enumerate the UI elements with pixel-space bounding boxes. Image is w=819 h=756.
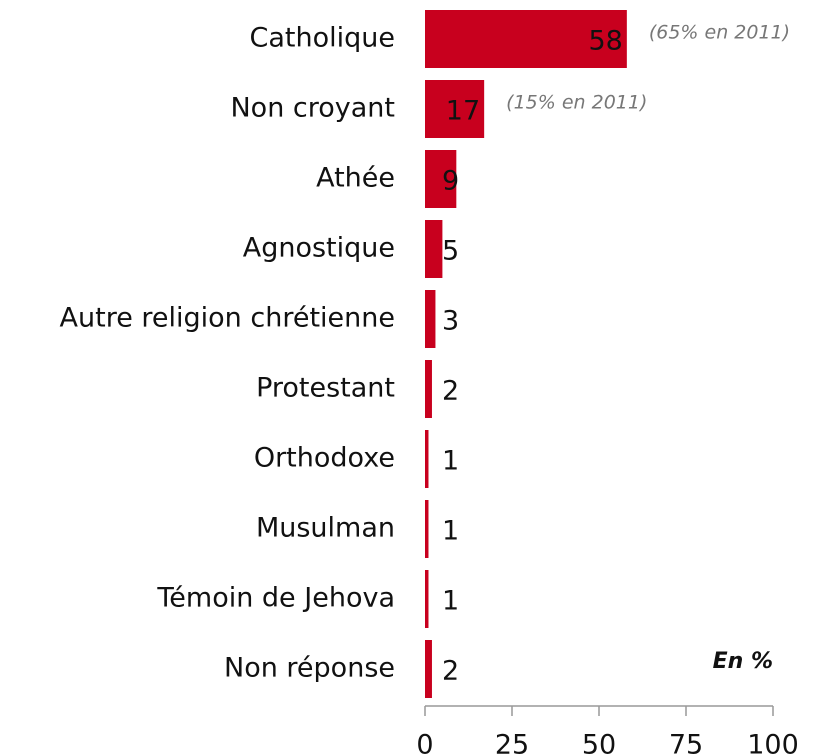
value-label: 1 — [442, 516, 459, 547]
value-label: 5 — [442, 236, 459, 267]
bar — [425, 290, 436, 348]
x-tick-label: 50 — [582, 730, 616, 756]
category-label: Protestant — [256, 373, 395, 404]
unit-note: En % — [713, 649, 773, 674]
value-label: 1 — [442, 586, 459, 617]
value-label: 3 — [442, 306, 459, 337]
bar — [425, 640, 432, 698]
value-label: 17 — [446, 96, 480, 127]
x-tick-label: 25 — [495, 730, 529, 756]
category-label: Témoin de Jehova — [156, 583, 395, 614]
category-label: Non croyant — [230, 93, 395, 124]
bar — [425, 10, 627, 68]
category-label: Non réponse — [224, 653, 395, 684]
category-label: Catholique — [250, 23, 395, 54]
category-label: Autre religion chrétienne — [60, 303, 395, 334]
bar — [425, 430, 429, 488]
bar — [425, 570, 429, 628]
category-label: Orthodoxe — [254, 443, 395, 474]
value-label: 2 — [442, 376, 459, 407]
value-label: 2 — [442, 656, 459, 687]
bar — [425, 150, 457, 208]
x-tick-label: 100 — [747, 730, 799, 756]
annotation: (65% en 2011) — [649, 22, 790, 44]
x-tick-label: 75 — [669, 730, 703, 756]
category-label: Agnostique — [243, 233, 395, 264]
value-label: 58 — [588, 26, 622, 57]
bar — [425, 80, 485, 138]
annotation: (15% en 2011) — [506, 92, 647, 114]
value-label: 9 — [442, 166, 459, 197]
x-tick-label: 0 — [416, 730, 433, 756]
bar — [425, 500, 429, 558]
category-label: Athée — [316, 163, 395, 194]
bar — [425, 360, 432, 418]
category-label: Musulman — [256, 513, 395, 544]
bar — [425, 220, 443, 278]
value-label: 1 — [442, 446, 459, 477]
